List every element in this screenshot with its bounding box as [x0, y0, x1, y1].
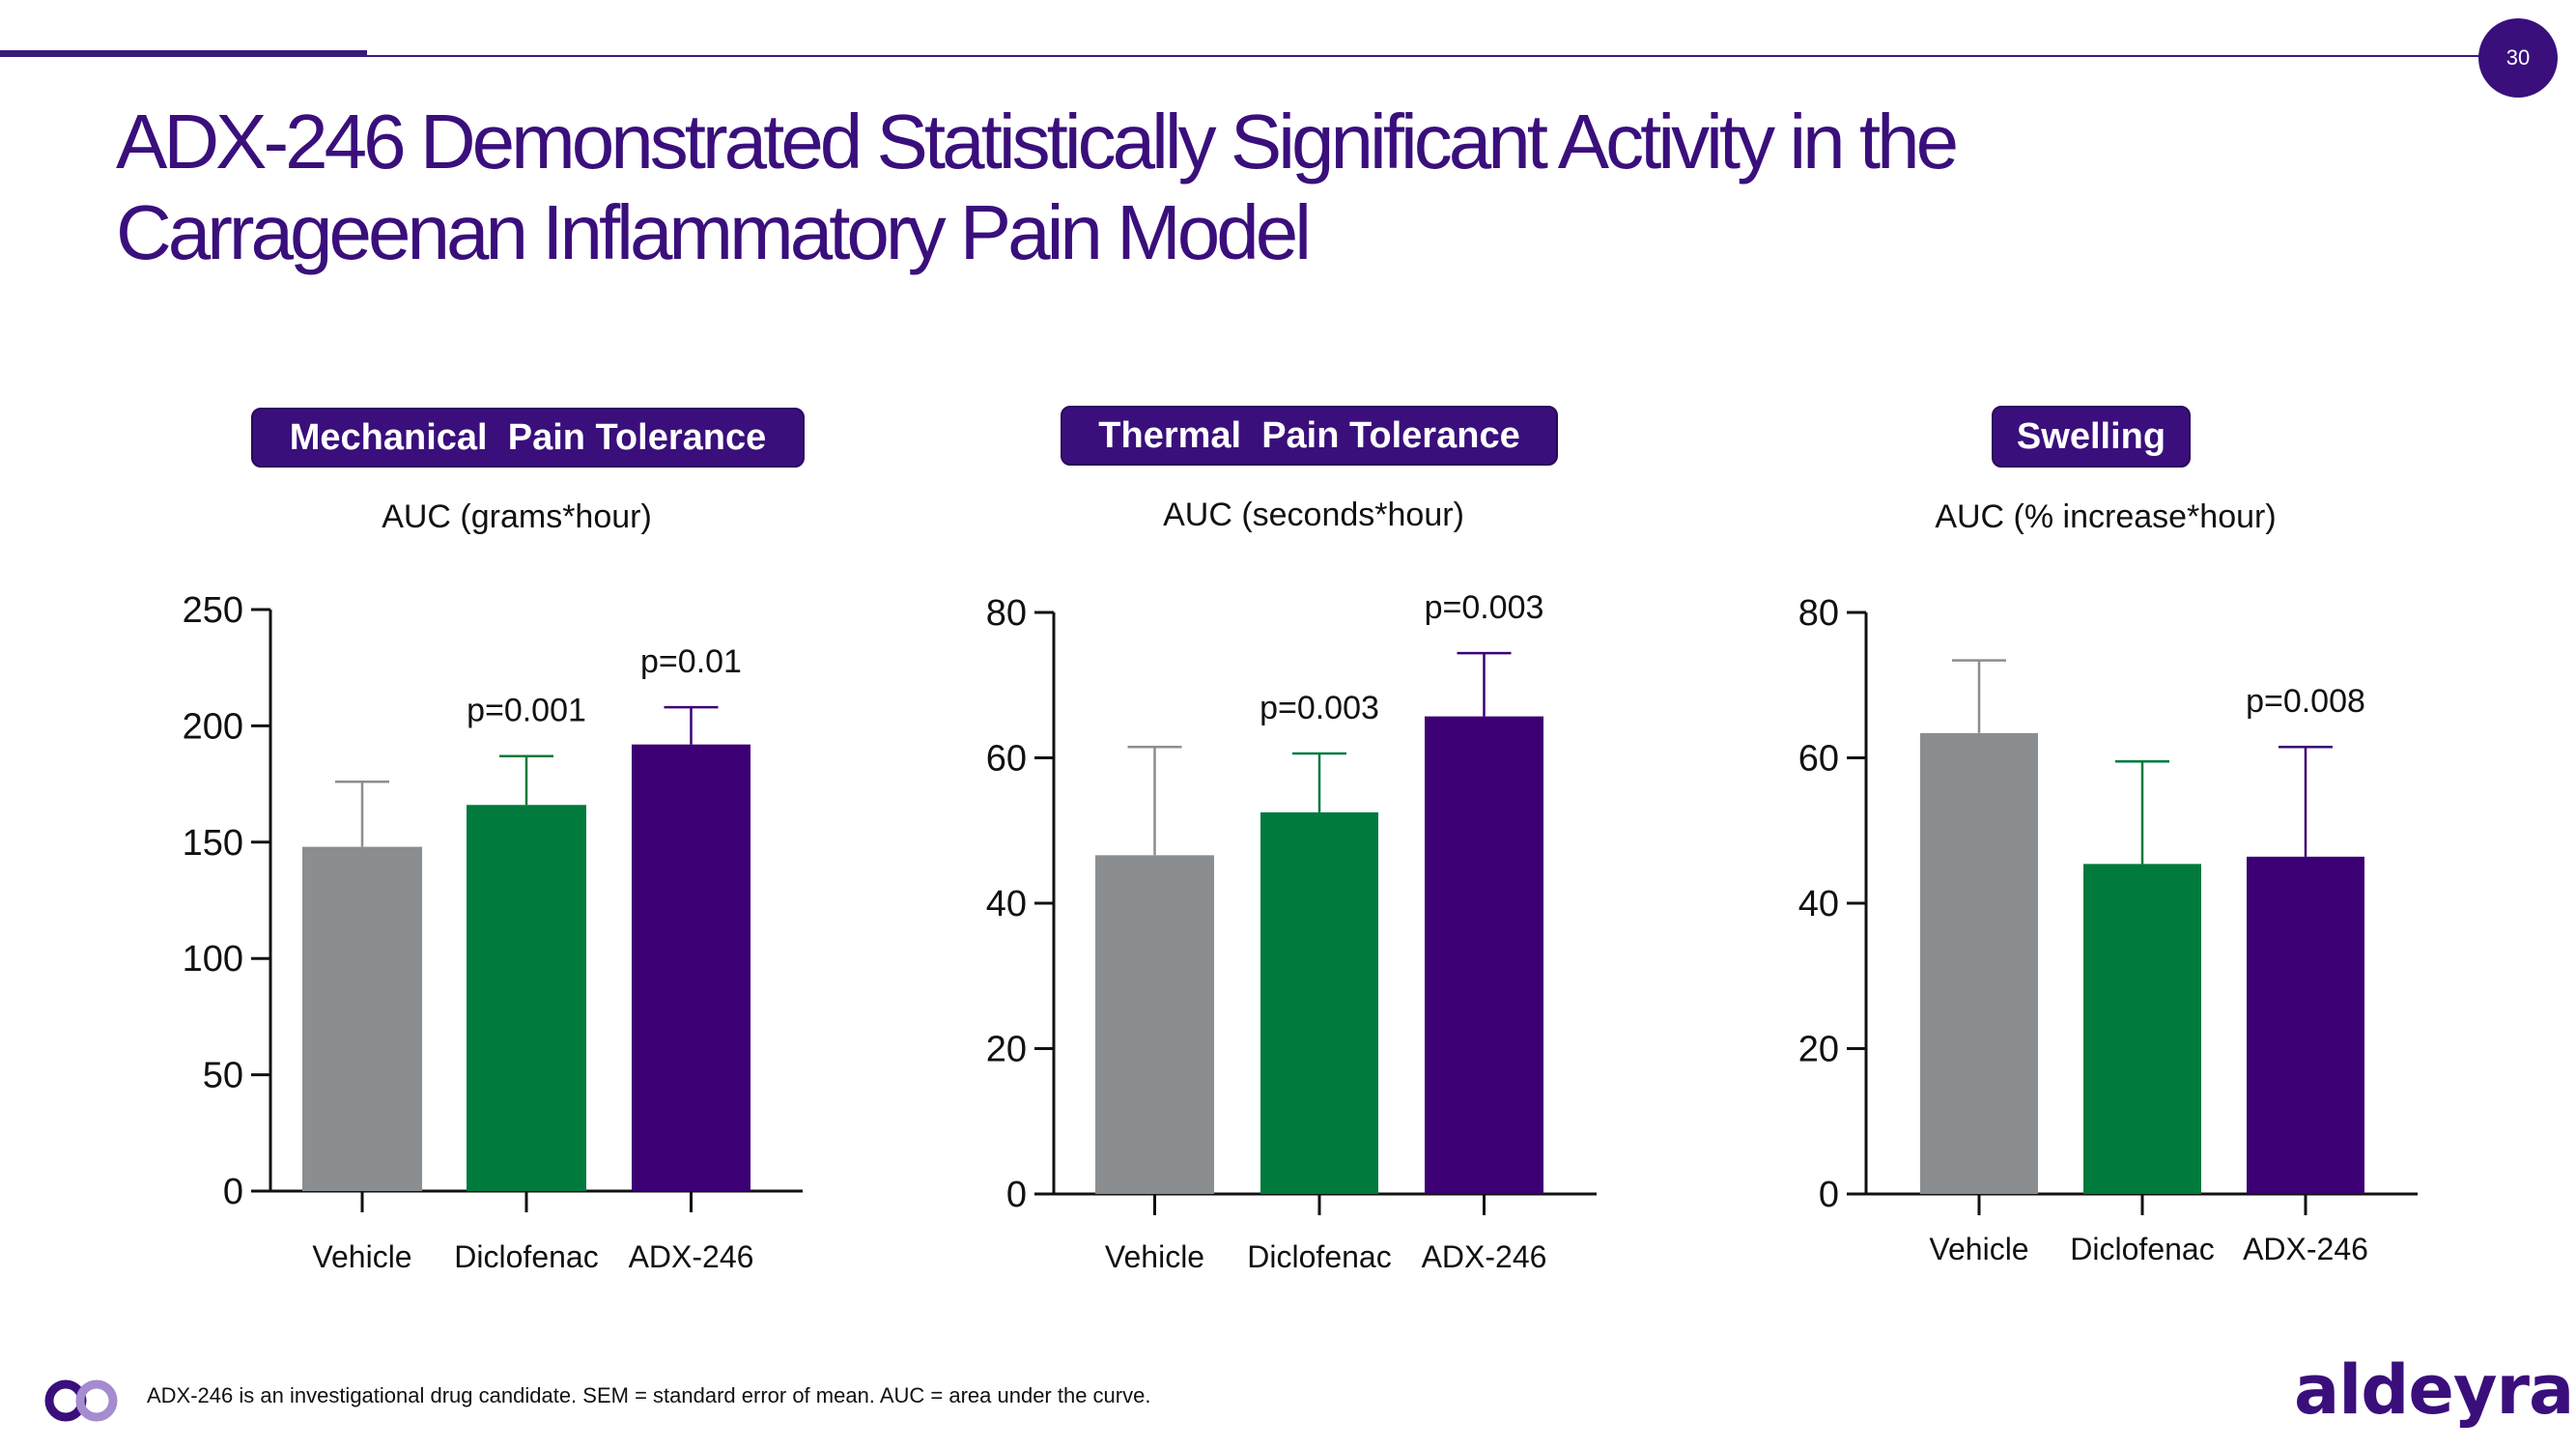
chart-3-ytick-label: 20 [1798, 1030, 1839, 1070]
chart-3-title-badge: Swelling [1992, 406, 2191, 468]
chart-1-p-value-label: p=0.001 [467, 693, 586, 729]
chart-1-ytick-label: 250 [183, 590, 243, 631]
chart-2-title-badge: Thermal Pain Tolerance [1061, 406, 1558, 466]
chart-3-ytick-label: 80 [1798, 593, 1839, 634]
header-rule [367, 55, 2492, 57]
chart-3-bar-adx-246 [2247, 856, 2364, 1194]
chart-1-category-label: Diclofenac [454, 1239, 598, 1274]
chart-2-ytick-label: 60 [986, 739, 1027, 780]
chart-2-ytick-label: 20 [986, 1030, 1027, 1070]
chart-3-p-value-label: p=0.008 [2246, 683, 2365, 720]
chart-2-bar-diclofenac [1260, 811, 1378, 1194]
chart-2-ylabel: AUC (seconds*hour) [1163, 497, 1464, 533]
chart-3-ytick-label: 60 [1798, 739, 1839, 780]
chart-1-ytick-label: 100 [183, 939, 243, 980]
chart-1-ytick-label: 50 [203, 1056, 243, 1096]
footnote: ADX-246 is an investigational drug candi… [147, 1383, 1151, 1407]
aldeyra-logo: aldeyra [2294, 1350, 2574, 1430]
chart-2-ytick-label: 80 [986, 593, 1027, 634]
header-rule-accent [0, 50, 367, 57]
chart-2-ytick-label: 40 [986, 884, 1027, 924]
chart-1-ylabel: AUC (grams*hour) [382, 498, 652, 535]
aldeyra-logo-mark-icon [44, 1379, 118, 1422]
chart-3-category-label: ADX-246 [2243, 1232, 2368, 1266]
chart-1-category-label: ADX-246 [629, 1239, 754, 1274]
chart-2-ytick-label: 0 [1006, 1175, 1027, 1215]
slide-title-line-2: Carrageenan Inflammatory Pain Model [116, 189, 1312, 275]
chart-1-bar-vehicle [302, 846, 422, 1191]
chart-3-category-label: Vehicle [1929, 1232, 2028, 1266]
chart-2-category-label: Diclofenac [1247, 1239, 1391, 1274]
chart-2-bar-adx-246 [1425, 716, 1543, 1194]
chart-2-category-label: Vehicle [1105, 1239, 1204, 1274]
chart-2-p-value-label: p=0.003 [1260, 690, 1379, 726]
chart-3-ytick-label: 0 [1819, 1175, 1839, 1215]
slide-title-line-1: ADX-246 Demonstrated Statistically Signi… [116, 99, 1959, 185]
chart-1-bar-diclofenac [467, 805, 586, 1191]
chart-3-category-label: Diclofenac [2070, 1232, 2214, 1266]
chart-1-bar-adx-246 [632, 744, 750, 1191]
chart-1-ytick-label: 0 [223, 1172, 243, 1212]
slide-title: ADX-246 Demonstrated Statistically Signi… [116, 97, 2337, 278]
chart-3-bar-vehicle [1920, 732, 2038, 1194]
chart-1-ytick-label: 200 [183, 706, 243, 747]
chart-1-title-badge: Mechanical Pain Tolerance [251, 408, 805, 468]
page-number-badge: 30 [2478, 18, 2558, 98]
chart-3-ytick-label: 40 [1798, 884, 1839, 924]
chart-3-ylabel: AUC (% increase*hour) [1935, 498, 2277, 535]
chart-1-p-value-label: p=0.01 [640, 643, 742, 680]
chart-1-category-label: Vehicle [312, 1239, 411, 1274]
chart-2-bar-vehicle [1095, 855, 1214, 1194]
chart-1-ytick-label: 150 [183, 823, 243, 864]
chart-3-bar-diclofenac [2083, 864, 2201, 1194]
chart-2-p-value-label: p=0.003 [1425, 589, 1544, 626]
chart-2-category-label: ADX-246 [1422, 1239, 1547, 1274]
